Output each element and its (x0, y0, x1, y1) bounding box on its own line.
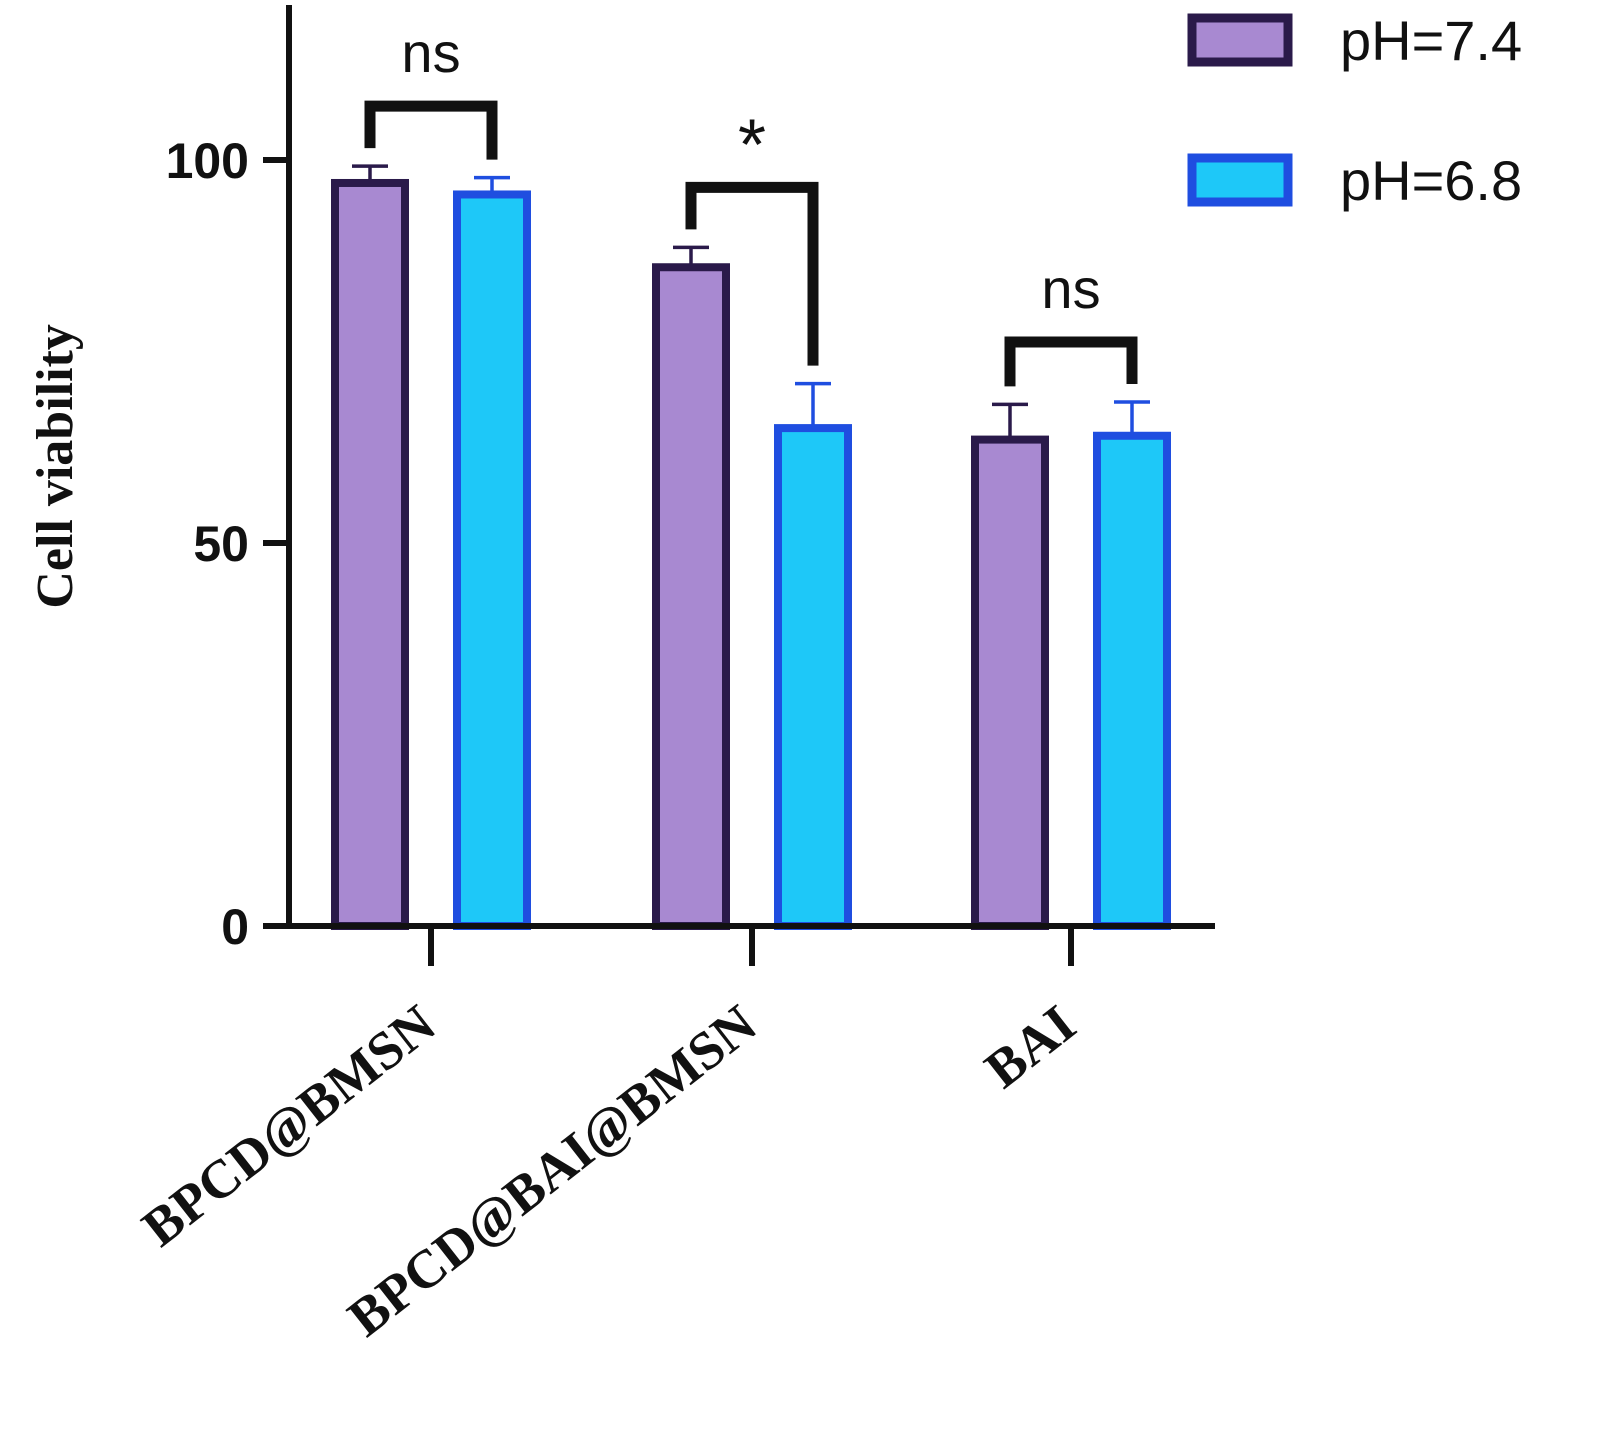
bar (774, 424, 852, 930)
legend-label: pH=6.8 (1340, 149, 1522, 212)
significance-bracket (1004, 336, 1138, 387)
significance-label: ns (401, 21, 460, 84)
bar (971, 435, 1049, 930)
significance-label: * (738, 105, 766, 185)
legend: pH=7.4 pH=6.8 (1187, 9, 1522, 212)
legend-swatch (1187, 153, 1293, 207)
significance-bracket (685, 181, 819, 366)
y-axis-label: Cell viability (27, 324, 84, 609)
significance-layer: ns * ns (364, 21, 1138, 387)
y-ticks-layer: 0 50 100 (166, 133, 289, 955)
x-tick-label: BPCD@BMSN (131, 993, 446, 1258)
bar (453, 190, 531, 931)
x-tick-label: BAI (974, 993, 1087, 1099)
significance-label: ns (1041, 257, 1100, 320)
legend-label: pH=7.4 (1340, 9, 1522, 72)
bar (331, 178, 409, 931)
bar (1093, 431, 1171, 930)
y-tick-label: 100 (166, 133, 249, 189)
legend-swatch (1187, 13, 1293, 67)
y-tick-label: 50 (193, 516, 249, 572)
bar (652, 263, 730, 930)
y-tick-label: 0 (221, 899, 249, 955)
significance-bracket (364, 100, 498, 160)
error-bars-layer (352, 164, 1150, 440)
